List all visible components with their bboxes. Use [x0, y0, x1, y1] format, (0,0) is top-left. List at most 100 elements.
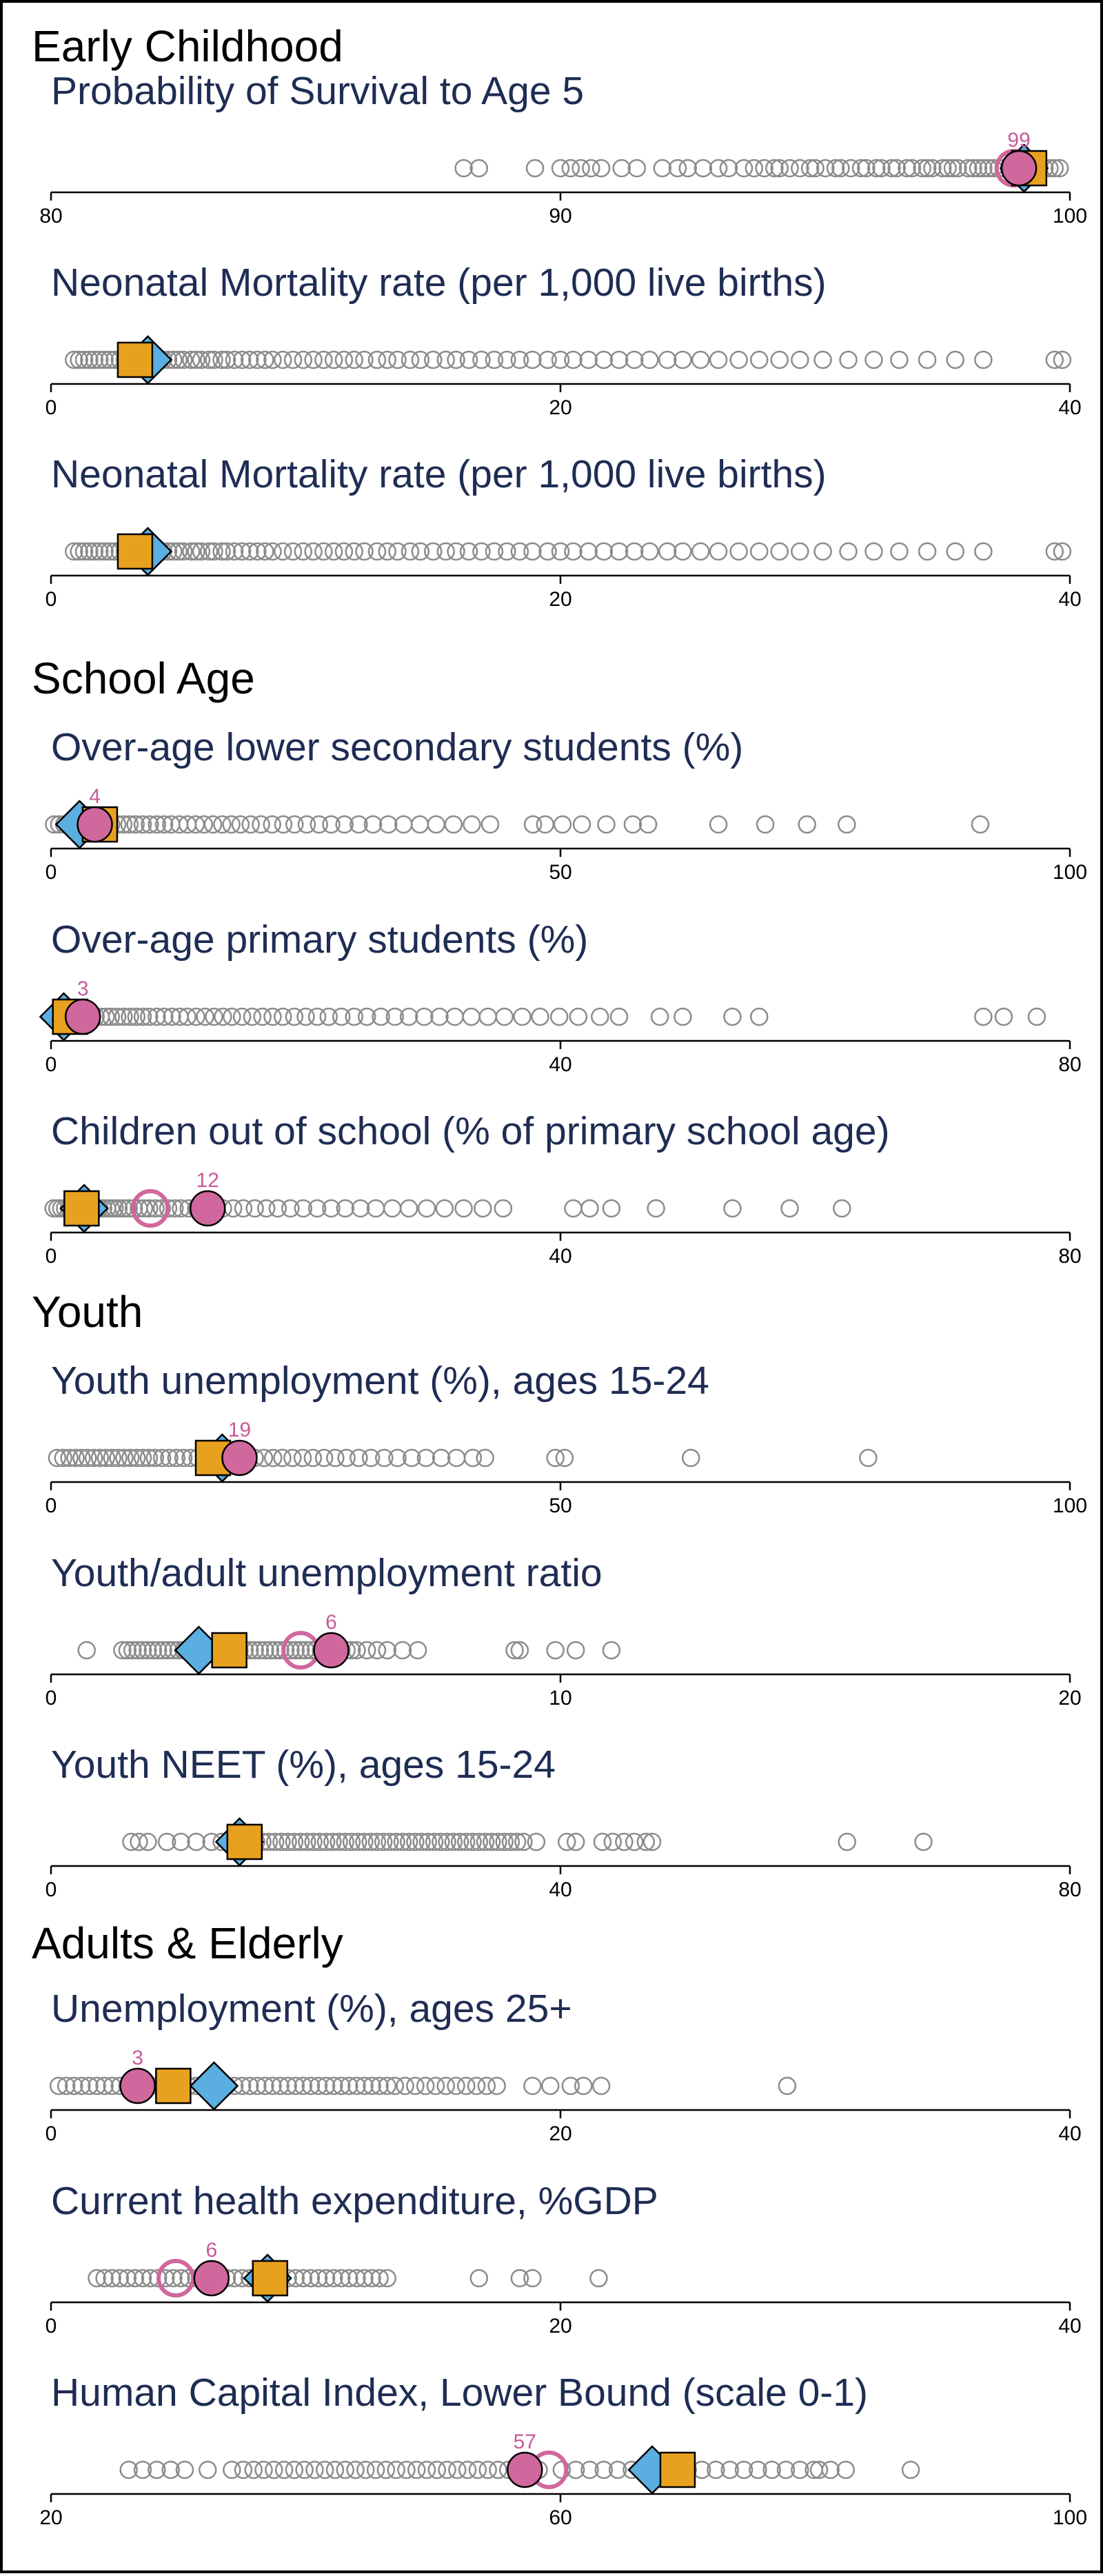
other-country-point [214, 1007, 232, 1026]
other-country-point [561, 159, 580, 178]
other-country-point [472, 350, 491, 369]
x-tick-label: 20 [1058, 1687, 1081, 1710]
other-country-point [345, 1007, 363, 1026]
other-country-point [552, 2460, 571, 2479]
other-country-point [557, 1832, 576, 1852]
other-country-point [271, 2076, 290, 2096]
x-tick-label: 40 [549, 1878, 571, 1901]
other-country-point [366, 2460, 385, 2479]
x-tick-label: 40 [1058, 2122, 1081, 2145]
country-value-label: 4 [89, 785, 101, 808]
other-country-point [314, 542, 333, 561]
other-country-point [84, 1448, 103, 1468]
other-country-point [217, 350, 236, 369]
other-country-point [890, 542, 909, 561]
other-country-point [864, 350, 883, 369]
other-country-point [283, 542, 303, 561]
other-country-point [444, 815, 463, 834]
panel-title: Neonatal Mortality rate (per 1,000 live … [51, 261, 827, 305]
panel-title: Neonatal Mortality rate (per 1,000 live … [51, 452, 827, 496]
other-country-point [192, 350, 211, 369]
panel: Youth/adult unemployment ratio 0 10 20 6 [45, 1551, 1082, 1710]
other-country-point [243, 1007, 262, 1026]
other-country-point [376, 2460, 396, 2479]
other-country-point [749, 2460, 767, 2479]
other-country-point [355, 1832, 374, 1852]
country-point [119, 2067, 156, 2105]
other-country-point [882, 159, 901, 178]
other-country-point [813, 350, 832, 369]
other-country-point [770, 350, 789, 369]
other-country-point [199, 350, 219, 369]
other-country-point [902, 159, 922, 178]
country-point [1000, 150, 1038, 187]
other-country-point [381, 1832, 399, 1852]
other-country-point [396, 2076, 414, 2096]
other-country-point [387, 1832, 405, 1852]
other-country-point [128, 1641, 147, 1660]
x-tick-label: 90 [549, 205, 571, 227]
other-country-point [723, 1007, 742, 1026]
other-country-point [580, 2460, 599, 2479]
other-country-point [90, 542, 109, 561]
x-tick-label: 40 [1058, 588, 1081, 611]
other-country-point [316, 2269, 336, 2288]
other-country-point [324, 542, 343, 561]
other-country-point [74, 350, 94, 369]
other-country-point [625, 542, 644, 561]
other-country-point [90, 350, 109, 369]
other-country-point [174, 1448, 193, 1468]
other-country-point [254, 2460, 273, 2479]
x-tick-label: 100 [1053, 2506, 1087, 2529]
other-country-point [241, 815, 260, 834]
other-country-point [234, 2460, 253, 2479]
other-country-point [309, 2076, 328, 2096]
x-tick-label: 100 [1053, 1494, 1087, 1517]
other-country-point [495, 1832, 514, 1852]
other-country-point [482, 1832, 501, 1852]
other-country-point [463, 815, 481, 834]
x-tick-label: 20 [39, 2506, 62, 2529]
other-country-point [489, 2460, 507, 2479]
other-country-point [315, 2460, 334, 2479]
other-country-point [432, 1448, 451, 1468]
other-country-point [254, 1448, 274, 1468]
other-country-point [591, 1007, 609, 1026]
other-country-point [397, 2460, 416, 2479]
other-country-point [401, 350, 420, 369]
other-country-point [114, 1007, 133, 1026]
other-country-point [463, 1832, 482, 1852]
other-country-point [591, 2076, 611, 2096]
other-country-point [316, 1832, 336, 1852]
other-country-point [589, 2269, 608, 2288]
other-country-point [923, 159, 942, 178]
other-country-point [816, 159, 835, 178]
other-country-point [958, 159, 978, 178]
other-country-point [531, 1007, 549, 1026]
other-country-point [355, 542, 374, 561]
other-country-point [141, 815, 159, 834]
other-country-point [694, 159, 713, 178]
other-country-point [388, 350, 407, 369]
other-country-point [125, 2269, 145, 2288]
other-country-point [800, 159, 820, 178]
other-country-point [110, 2269, 130, 2288]
other-country-point [551, 350, 570, 369]
other-country-point [867, 159, 886, 178]
other-country-point [263, 542, 282, 561]
other-country-point [821, 2460, 840, 2479]
other-country-point [240, 542, 259, 561]
other-country-point [294, 542, 313, 561]
other-country-point [378, 815, 398, 834]
other-country-point [438, 1832, 456, 1852]
other-country-point [749, 1007, 769, 1026]
x-tick-label: 50 [549, 1494, 571, 1517]
other-country-point [181, 542, 201, 561]
other-country-point [476, 1832, 495, 1852]
other-country-point [791, 2460, 809, 2479]
other-country-point [946, 542, 964, 561]
other-country-point [933, 159, 952, 178]
other-country-point [594, 2460, 614, 2479]
other-country-point [943, 159, 962, 178]
country-point [193, 2260, 230, 2297]
